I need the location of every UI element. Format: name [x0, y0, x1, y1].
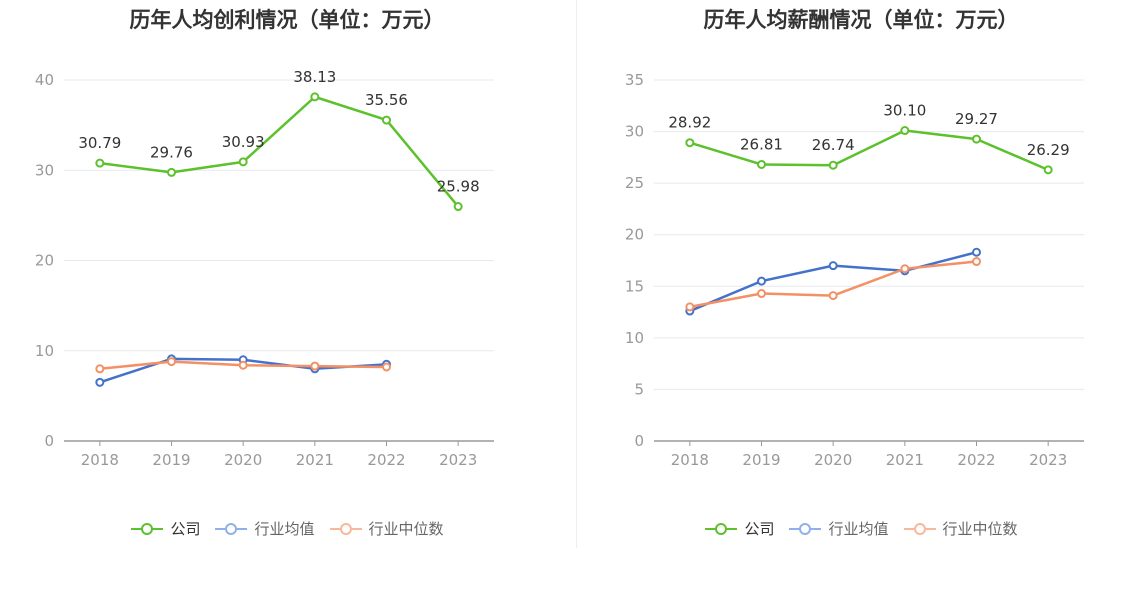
series-line-industry-average	[689, 251, 977, 313]
x-tick-label: 2022	[367, 451, 405, 469]
data-point-company	[167, 167, 176, 177]
data-point-industry-median	[685, 302, 695, 312]
data-point-industry-average	[828, 261, 838, 271]
data-point-industry-median	[972, 257, 981, 267]
data-point-company	[95, 158, 105, 168]
data-point-industry-median	[828, 291, 838, 301]
profit-per-capita-chart: 0 10 20 30 40 2018 2019 2020 2021 2022 2023 30.79 29…	[35, 68, 494, 469]
legend-average-line-icon	[215, 522, 248, 535]
legend-company-line-icon	[705, 522, 738, 535]
x-tick-label: 2021	[886, 451, 924, 469]
y-tick-label: 20	[35, 252, 54, 270]
legend-label-industry-median: 行业中位数	[942, 520, 1018, 538]
data-point-company	[757, 159, 766, 169]
data-point-industry-median	[167, 357, 176, 367]
y-tick-label: 5	[634, 380, 644, 398]
data-label: 35.56	[365, 91, 408, 109]
legend-item-industry-median[interactable]: 行业中位数	[903, 518, 1018, 539]
x-tick-label: 2020	[224, 451, 262, 469]
data-point-industry-median	[382, 362, 391, 372]
x-tick-label: 2019	[742, 451, 780, 469]
data-point-industry-median	[757, 289, 766, 299]
legend-item-industry-average[interactable]: 行业均值	[214, 518, 315, 539]
salary-per-capita-panel: 历年人均薪酬情况（单位：万元） 0 5 10 15 20 25 30 35 2018 2019 20…	[574, 0, 1148, 589]
data-point-industry-median	[900, 264, 910, 274]
x-tick-label: 2018	[81, 451, 119, 469]
y-tick-label: 25	[625, 174, 644, 192]
y-tick-label: 20	[625, 226, 644, 244]
series-line-company	[99, 95, 460, 208]
legend-company-line-icon	[131, 522, 164, 535]
data-label: 38.13	[293, 68, 336, 86]
data-point-industry-median	[238, 360, 248, 370]
profit-per-capita-panel: 历年人均创利情况（单位：万元） 0 10 20 30 40 2018 2019 2020 202…	[0, 8, 574, 539]
data-label: 26.29	[1027, 141, 1070, 159]
data-point-industry-median	[310, 361, 320, 371]
data-point-company	[310, 92, 320, 102]
data-point-company	[382, 115, 391, 125]
chart-title: 历年人均薪酬情况（单位：万元）	[703, 8, 1019, 32]
data-label: 29.27	[955, 110, 998, 128]
data-label: 30.10	[883, 102, 926, 120]
y-tick-label: 10	[625, 329, 644, 347]
data-label: 28.92	[668, 114, 711, 132]
data-point-industry-average	[95, 377, 105, 387]
series-line-company	[689, 129, 1049, 171]
x-tick-label: 2020	[814, 451, 852, 469]
panel-divider	[576, 0, 577, 548]
x-tick-label: 2023	[1029, 451, 1067, 469]
data-point-industry-average	[757, 276, 766, 286]
y-tick-label: 40	[35, 71, 54, 89]
chart-legend: 公司 行业均值 行业中位数	[574, 518, 1148, 539]
data-point-company	[828, 160, 838, 170]
data-label: 30.79	[78, 134, 121, 152]
legend-label-industry-median: 行业中位数	[368, 520, 444, 538]
data-label: 26.74	[812, 136, 855, 154]
data-point-company	[972, 134, 981, 144]
x-tick-label: 2019	[152, 451, 190, 469]
data-point-industry-average	[972, 247, 981, 257]
x-tick-label: 2021	[296, 451, 334, 469]
y-tick-label: 35	[625, 71, 644, 89]
chart-title: 历年人均创利情况（单位：万元）	[129, 8, 445, 32]
legend-item-industry-median[interactable]: 行业中位数	[329, 518, 444, 539]
data-label: 25.98	[437, 178, 480, 196]
y-tick-label: 30	[625, 123, 644, 141]
legend-label-company: 公司	[170, 520, 201, 538]
legend-label-industry-average: 行业均值	[828, 520, 889, 538]
legend-item-company[interactable]: 公司	[704, 518, 774, 539]
y-tick-label: 15	[625, 277, 644, 295]
legend-median-line-icon	[329, 522, 362, 535]
salary-per-capita-chart: 0 5 10 15 20 25 30 35 2018 2019 2020 2021 2022 2023 28…	[625, 71, 1084, 469]
chart-legend: 公司 行业均值 行业中位数	[0, 518, 574, 539]
y-tick-label: 30	[35, 161, 54, 179]
x-tick-label: 2018	[671, 451, 709, 469]
data-point-company	[453, 202, 463, 212]
data-label: 29.76	[150, 143, 193, 161]
legend-average-line-icon	[789, 522, 822, 535]
y-tick-label: 10	[35, 342, 54, 360]
data-label: 30.93	[222, 133, 265, 151]
data-label: 26.81	[740, 135, 783, 153]
data-point-company	[1043, 165, 1053, 175]
legend-median-line-icon	[903, 522, 936, 535]
legend-label-company: 公司	[744, 520, 775, 538]
y-tick-label: 0	[44, 432, 54, 450]
data-point-company	[900, 126, 910, 136]
data-point-company	[238, 157, 248, 167]
legend-label-industry-average: 行业均值	[254, 520, 315, 538]
legend-item-industry-average[interactable]: 行业均值	[788, 518, 889, 539]
x-tick-label: 2022	[957, 451, 995, 469]
data-point-company	[685, 138, 695, 148]
data-point-industry-median	[95, 364, 105, 374]
x-tick-label: 2023	[439, 451, 477, 469]
legend-item-company[interactable]: 公司	[130, 518, 200, 539]
y-tick-label: 0	[634, 432, 644, 450]
